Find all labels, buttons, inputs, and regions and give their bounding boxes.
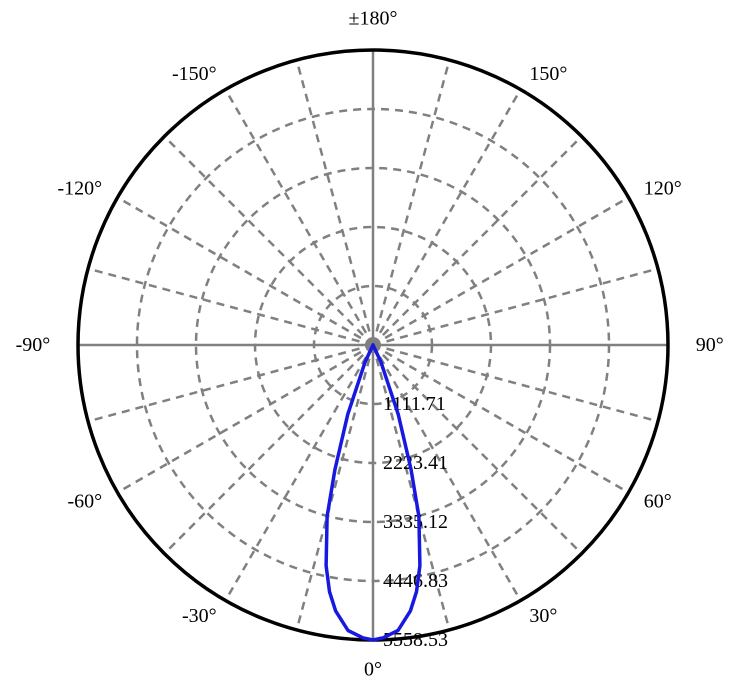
grid-spoke [297,60,373,345]
grid-spoke [226,90,374,345]
radial-tick-label: 3335.12 [383,511,448,533]
grid-spoke [373,136,582,345]
grid-spoke [88,345,373,421]
angle-label: 30° [529,605,557,627]
polar-chart: 0° 30° 60° 90° 120° 150° ±180° -150° -120° -90° -6… [0,0,746,690]
grid-spoke [226,345,374,600]
grid-spoke [164,345,373,554]
angle-label: 150° [529,63,567,85]
grid-spoke [373,198,628,346]
angle-label: ±180° [349,7,398,29]
angle-label: 90° [696,334,724,356]
grid-spoke [118,198,373,346]
angle-label: 60° [644,490,672,512]
radial-tick-label: 2223.41 [383,452,448,474]
angle-label: -30° [182,605,217,627]
grid-spoke [164,136,373,345]
angle-label: 120° [644,178,682,200]
angle-label: -120° [58,178,103,200]
angle-label: -150° [172,63,217,85]
grid-spoke [88,269,373,345]
angle-label: -90° [16,334,51,356]
grid-spoke [373,60,449,345]
grid-spoke [373,90,521,345]
grid-spoke [373,269,658,345]
grid-spoke [297,345,373,630]
angle-label: -60° [68,490,103,512]
angle-label: 0° [364,659,382,681]
